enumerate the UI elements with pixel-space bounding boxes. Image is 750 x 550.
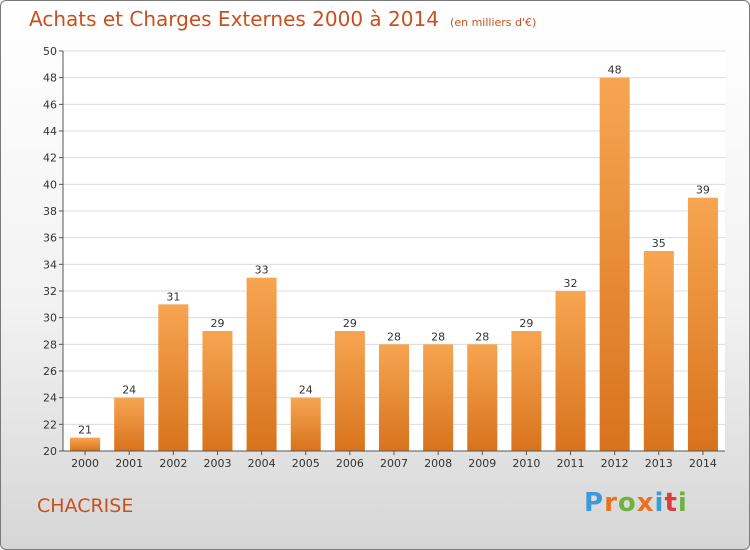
y-tick-label: 40 (43, 178, 57, 191)
x-tick-label-2004: 2004 (248, 457, 276, 470)
x-tick-label-2003: 2003 (203, 457, 231, 470)
x-tick-label-2001: 2001 (115, 457, 143, 470)
bar-2014 (687, 197, 718, 451)
commune-name: CHACRISE (37, 495, 134, 517)
y-tick-label: 34 (43, 258, 57, 271)
bar-2005 (290, 397, 321, 451)
logo-letter: x (636, 488, 655, 518)
logo-letter: t (664, 488, 678, 518)
logo-letter: i (677, 488, 688, 518)
y-tick-label: 42 (43, 152, 57, 165)
bar-2006 (334, 331, 365, 451)
value-label-2009: 28 (475, 330, 489, 343)
chart-subtitle: (en milliers d'€) (450, 16, 537, 29)
x-tick-label-2007: 2007 (380, 457, 408, 470)
y-tick-label: 30 (43, 312, 57, 325)
value-label-2014: 39 (696, 184, 710, 197)
x-tick-label-2011: 2011 (557, 457, 585, 470)
bar-2010 (511, 331, 542, 451)
bar-2013 (643, 251, 674, 451)
bar-2001 (114, 397, 145, 451)
logo-letter: r (604, 488, 618, 518)
y-tick-label: 36 (43, 232, 57, 245)
proxiti-logo: Proxiti (584, 488, 688, 518)
y-tick-label: 32 (43, 285, 57, 298)
y-tick-label: 28 (43, 338, 57, 351)
x-tick-label-2006: 2006 (336, 457, 364, 470)
value-label-2011: 32 (564, 277, 578, 290)
logo-letter: o (617, 488, 637, 518)
y-tick-label: 46 (43, 98, 57, 111)
y-tick-label: 24 (43, 392, 57, 405)
x-tick-label-2014: 2014 (689, 457, 717, 470)
x-tick-label-2009: 2009 (468, 457, 496, 470)
value-labels: 21 24 31 29 33 24 29 28 28 28 29 32 48 35 39 (78, 64, 710, 437)
bar-2011 (555, 291, 586, 451)
value-label-2004: 33 (255, 264, 269, 277)
x-tick-label-2008: 2008 (424, 457, 452, 470)
bar-2012 (599, 77, 630, 452)
value-label-2006: 29 (343, 317, 357, 330)
value-label-2008: 28 (431, 330, 445, 343)
x-tick-label-2002: 2002 (159, 457, 187, 470)
y-tick-label: 44 (43, 125, 57, 138)
bar-2004 (246, 277, 277, 451)
y-axis-ticks: 20 22 24 26 28 30 32 34 36 38 40 42 44 46 48 50 (43, 45, 63, 458)
x-tick-label-2000: 2000 (71, 457, 99, 470)
bar-2009 (467, 344, 498, 451)
x-tick-label-2012: 2012 (601, 457, 629, 470)
x-axis-ticks: 2000 2001 2002 2003 2004 2005 2006 2007 2008 2009… (71, 451, 717, 470)
value-label-2005: 24 (299, 384, 313, 397)
x-tick-label-2010: 2010 (512, 457, 540, 470)
y-tick-label: 38 (43, 205, 57, 218)
y-tick-label: 50 (43, 45, 57, 58)
bar-2007 (379, 344, 409, 451)
bars (70, 77, 718, 452)
chart-title: Achats et Charges Externes 2000 à 2014 (29, 7, 439, 31)
value-label-2012: 48 (608, 64, 622, 77)
y-tick-label: 26 (43, 365, 57, 378)
bar-2003 (202, 331, 233, 451)
value-label-2000: 21 (78, 424, 92, 437)
y-tick-label: 22 (43, 418, 57, 431)
value-label-2007: 28 (387, 330, 401, 343)
title-row: Achats et Charges Externes 2000 à 2014 (… (29, 7, 536, 31)
bar-2002 (158, 304, 189, 451)
logo-letter: i (654, 488, 665, 518)
y-tick-label: 20 (43, 445, 57, 458)
y-tick-label: 48 (43, 72, 57, 85)
value-label-2010: 29 (519, 317, 533, 330)
x-tick-label-2013: 2013 (645, 457, 673, 470)
value-label-2001: 24 (122, 384, 136, 397)
logo-letter: P (584, 488, 605, 518)
bar-2008 (423, 344, 454, 451)
bar-2000 (70, 437, 101, 451)
value-label-2002: 31 (166, 290, 180, 303)
value-label-2003: 29 (210, 317, 224, 330)
value-label-2013: 35 (652, 237, 666, 250)
x-tick-label-2005: 2005 (292, 457, 320, 470)
